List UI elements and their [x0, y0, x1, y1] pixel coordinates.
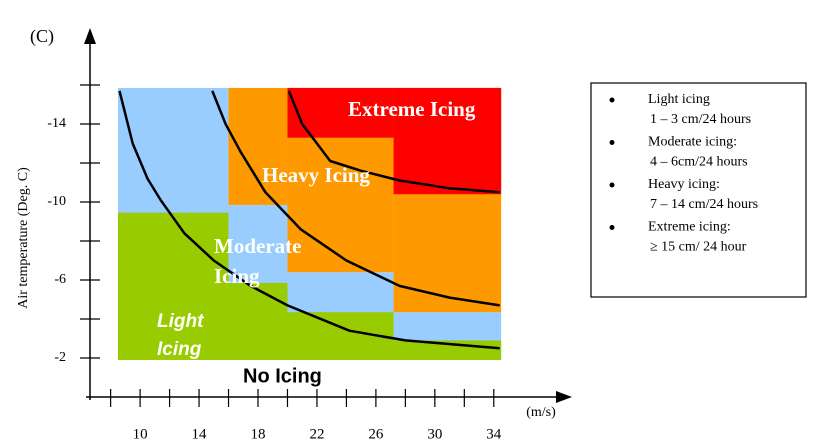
- x-tick-label: 10: [133, 426, 148, 442]
- legend-bullet: [609, 182, 615, 188]
- legend-bullet: [609, 225, 615, 230]
- legend-title: Light icing: [648, 92, 710, 107]
- x-tick-label: 18: [251, 426, 266, 442]
- y-tick-label: -2: [54, 350, 66, 365]
- x-axis-label: (m/s): [526, 405, 556, 420]
- legend-detail: 7 – 14 cm/24 hours: [650, 197, 758, 212]
- region-label: Light: [157, 311, 204, 332]
- legend-detail: 1 – 3 cm/24 hours: [650, 112, 751, 127]
- y-axis-arrow: [84, 28, 96, 44]
- y-axis-label: Air temperature (Deg. C): [16, 167, 31, 309]
- panel-label: (C): [30, 26, 54, 47]
- legend-bullet: [609, 140, 615, 145]
- y-tick-label: -6: [54, 272, 66, 287]
- region-cell: [393, 87, 502, 195]
- legend-title: Extreme icing:: [648, 220, 731, 235]
- region-label: Moderate: [214, 234, 301, 258]
- legend-title: Heavy icing:: [648, 177, 720, 192]
- curve: [118, 90, 500, 350]
- x-axis-arrow: [556, 391, 572, 403]
- region-cell: [118, 212, 229, 360]
- region-cell: [228, 282, 288, 360]
- ticks: -14 -10 -6 -2 10 14 18 22 26 30 34: [47, 84, 502, 442]
- curves: [118, 90, 500, 350]
- curve: [211, 90, 500, 307]
- curve: [287, 90, 500, 194]
- region-labels: Light Icing Moderate Icing Heavy Icing Extrem…: [157, 97, 476, 387]
- x-tick-label: 22: [309, 426, 324, 442]
- no-icing-label: No Icing: [243, 365, 322, 387]
- x-tick-label: 26: [368, 426, 384, 442]
- region-label: Icing: [157, 339, 202, 360]
- legend-detail: ≥ 15 cm/ 24 hour: [650, 240, 747, 255]
- legend-bullet: [609, 97, 615, 103]
- legend-box: [590, 82, 807, 298]
- legend-detail: 4 – 6cm/24 hours: [650, 155, 748, 170]
- y-tick-label: -10: [47, 194, 66, 209]
- x-tick-label: 30: [427, 426, 442, 442]
- regions: [118, 87, 502, 360]
- region-label: Extreme Icing: [348, 97, 476, 121]
- legend-title: Moderate icing:: [648, 135, 737, 150]
- y-tick-label: -14: [47, 116, 66, 131]
- region-label: Heavy Icing: [262, 163, 370, 187]
- region-label: Icing: [214, 264, 260, 288]
- x-tick-label: 14: [192, 426, 208, 442]
- legend: Light icing 1 – 3 cm/24 hours Moderate ici…: [609, 92, 758, 255]
- x-tick-label: 34: [486, 426, 502, 442]
